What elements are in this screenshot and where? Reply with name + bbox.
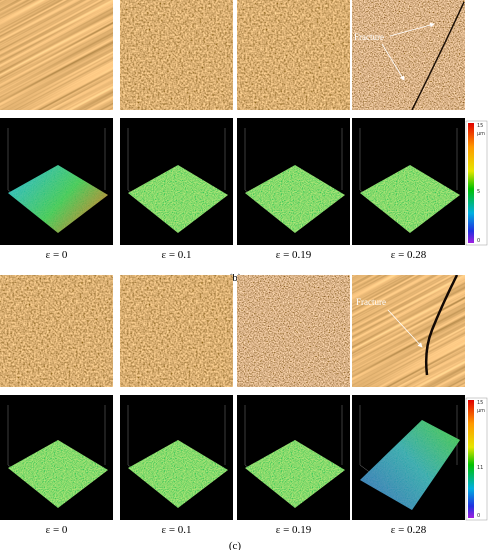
- texture: [352, 275, 465, 387]
- surface-plot: [237, 395, 350, 520]
- caption: ε = 0: [46, 524, 68, 536]
- texture-fill: [352, 0, 465, 110]
- texture: [120, 0, 233, 110]
- texture-fill: [237, 0, 350, 110]
- texture: [120, 275, 233, 387]
- colorbar: [468, 123, 474, 243]
- caption: ε = 0.1: [161, 524, 191, 536]
- surface-plot: [0, 118, 113, 245]
- colorbar: [468, 400, 474, 518]
- caption: ε = 0.19: [276, 524, 312, 536]
- texture: [352, 0, 465, 110]
- caption: ε = 0.28: [391, 524, 427, 536]
- micrograph: [0, 0, 113, 110]
- colorbar-label: 0: [477, 513, 480, 519]
- texture-fill: [0, 0, 113, 110]
- texture-fill: [352, 275, 465, 387]
- micrograph: [237, 275, 350, 387]
- texture: [237, 0, 350, 110]
- surface-plot: [237, 118, 350, 245]
- caption: ε = 0.1: [161, 249, 191, 261]
- annotation: Fracture: [354, 32, 384, 42]
- arrow: [387, 309, 423, 348]
- micrograph: [237, 0, 350, 110]
- surface-plot: [0, 395, 113, 520]
- colorbar-label: μm: [477, 131, 485, 137]
- texture: [0, 275, 113, 387]
- caption: ε = 0: [46, 249, 68, 261]
- panel-label: (c): [229, 540, 242, 550]
- surface-plot: [120, 395, 233, 520]
- texture-fill: [120, 0, 233, 110]
- micrograph: [0, 275, 113, 387]
- texture: [0, 0, 113, 110]
- caption: ε = 0.28: [391, 249, 427, 261]
- arrow: [389, 22, 435, 37]
- micrograph: Fracture: [352, 275, 465, 387]
- texture: [237, 275, 350, 387]
- colorbar-label: 0: [477, 238, 480, 244]
- colorbar-label: 11: [477, 465, 483, 471]
- surface-plot: [352, 395, 465, 520]
- crack: [411, 1, 465, 110]
- colorbar-label: μm: [477, 408, 485, 414]
- colorbar-label: 15: [477, 400, 483, 406]
- colorbar-label: 5: [477, 189, 480, 195]
- micrograph: [120, 0, 233, 110]
- micrograph: [120, 275, 233, 387]
- annotation: Fracture: [356, 297, 386, 307]
- arrow: [381, 43, 405, 81]
- crack: [424, 275, 459, 376]
- caption: ε = 0.19: [276, 249, 312, 261]
- colorbar-label: 15: [477, 123, 483, 129]
- texture-fill: [237, 275, 350, 387]
- texture-fill: [120, 275, 233, 387]
- micrograph: Fracture: [352, 0, 465, 110]
- surface-plot: [352, 118, 465, 245]
- texture-fill: [0, 275, 113, 387]
- surface-plot: [120, 118, 233, 245]
